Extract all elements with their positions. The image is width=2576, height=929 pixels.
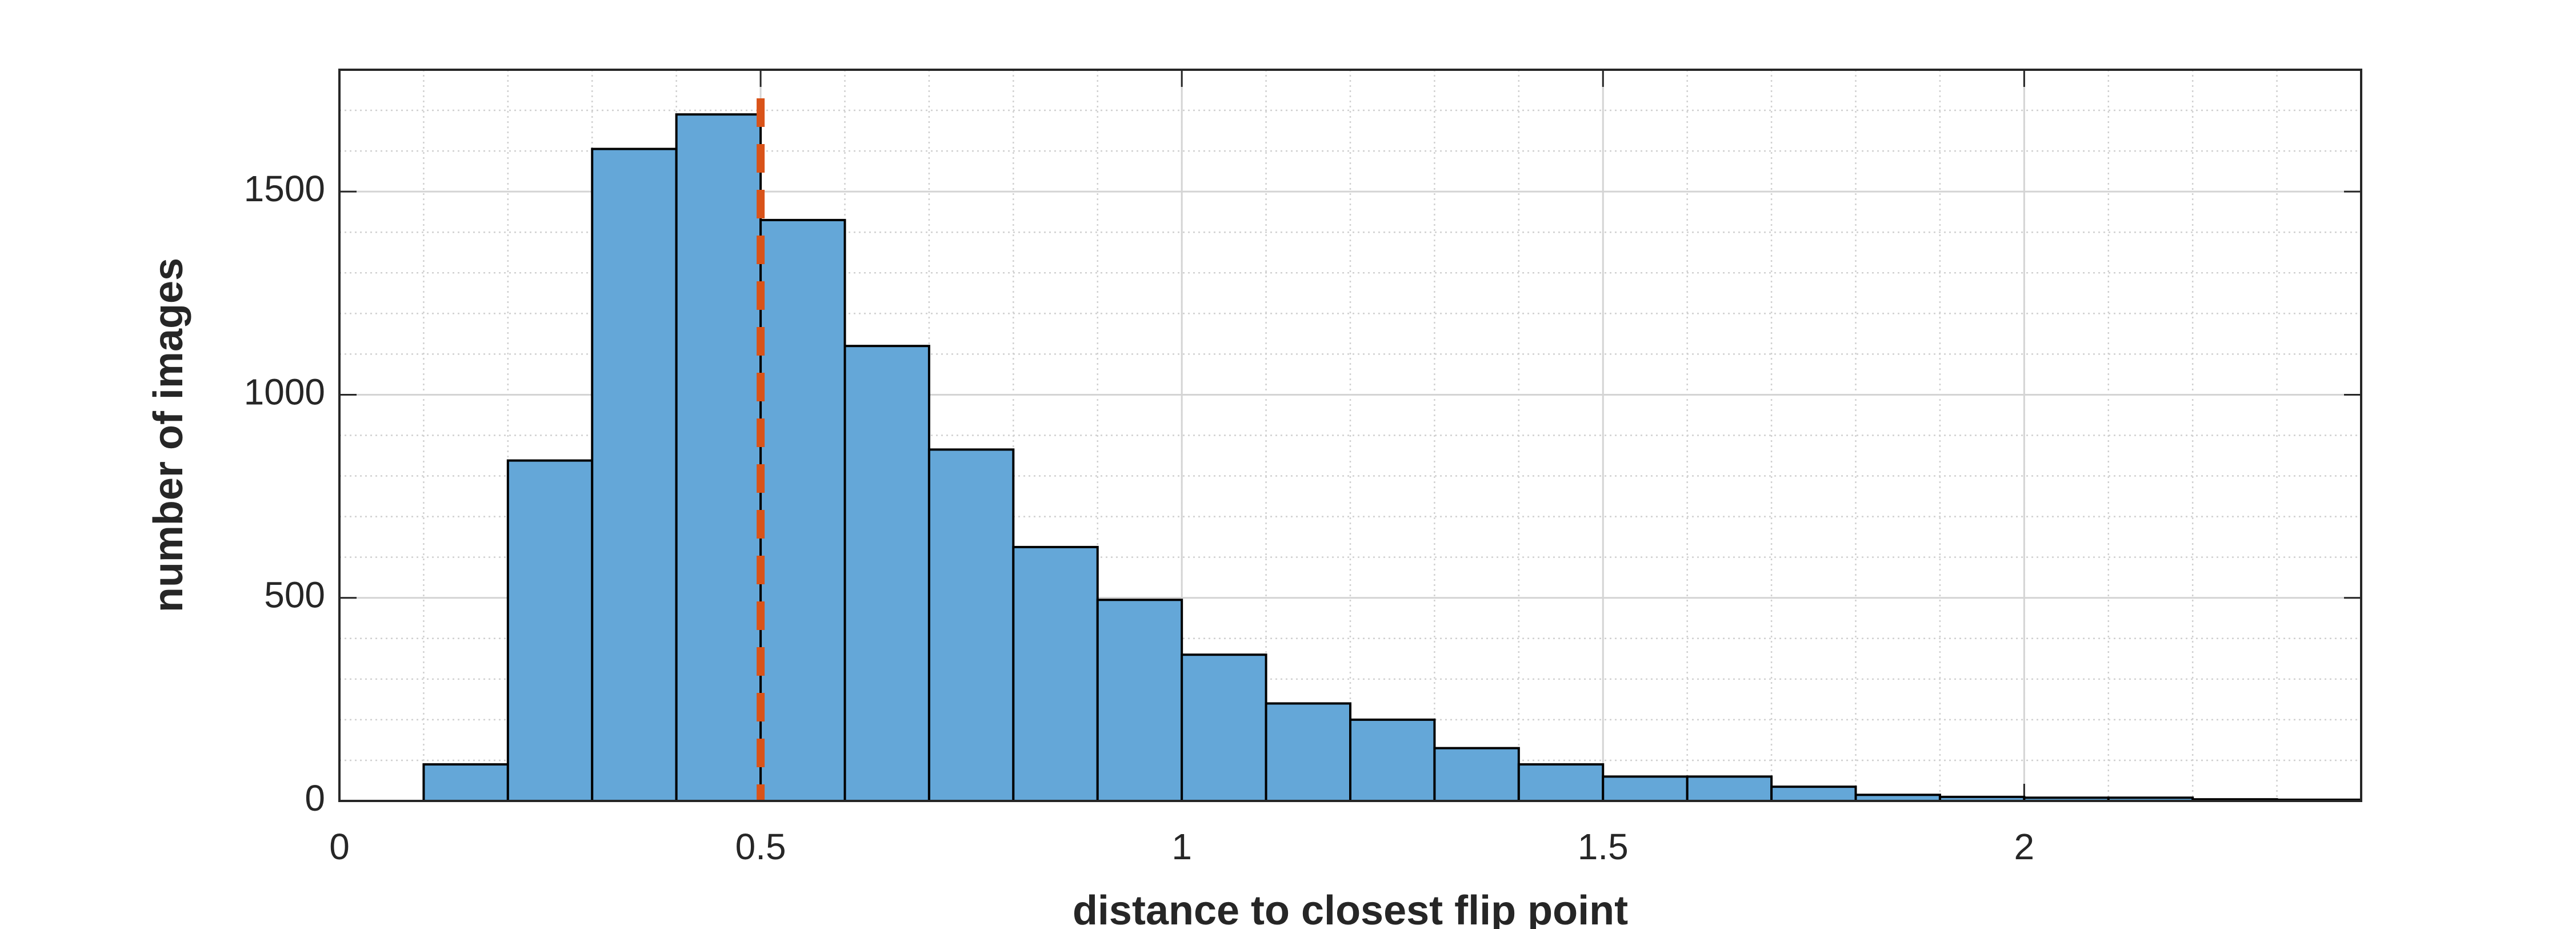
bar (843, 345, 930, 802)
x-tick-label: 1 (1171, 826, 1192, 867)
bar (1770, 786, 1857, 803)
bar (675, 113, 762, 802)
y-tick-label: 500 (264, 575, 325, 616)
bar (422, 763, 509, 803)
y-axis-label: number of images (146, 258, 191, 612)
y-tick-label: 1000 (244, 371, 325, 412)
bar (1686, 775, 1773, 803)
bar (927, 448, 1015, 802)
bar (1096, 599, 1183, 803)
bar (1517, 763, 1605, 803)
bar (1433, 747, 1520, 803)
bar (591, 147, 678, 802)
plot-frame (338, 69, 2362, 802)
bar (1181, 653, 1267, 802)
bar (759, 218, 846, 802)
bar (1602, 775, 1689, 803)
x-tick-label: 1.5 (1578, 826, 1629, 867)
bar (506, 459, 594, 802)
bar (1012, 545, 1099, 802)
x-tick-label: 0 (329, 826, 350, 867)
bar (1265, 702, 1351, 803)
x-axis-label: distance to closest flip point (1073, 888, 1628, 929)
y-tick-label: 0 (305, 778, 325, 819)
bar (1349, 718, 1436, 803)
x-tick-label: 0.5 (735, 826, 786, 867)
y-tick-label: 1500 (244, 168, 325, 209)
x-tick-label: 2 (2014, 826, 2035, 867)
